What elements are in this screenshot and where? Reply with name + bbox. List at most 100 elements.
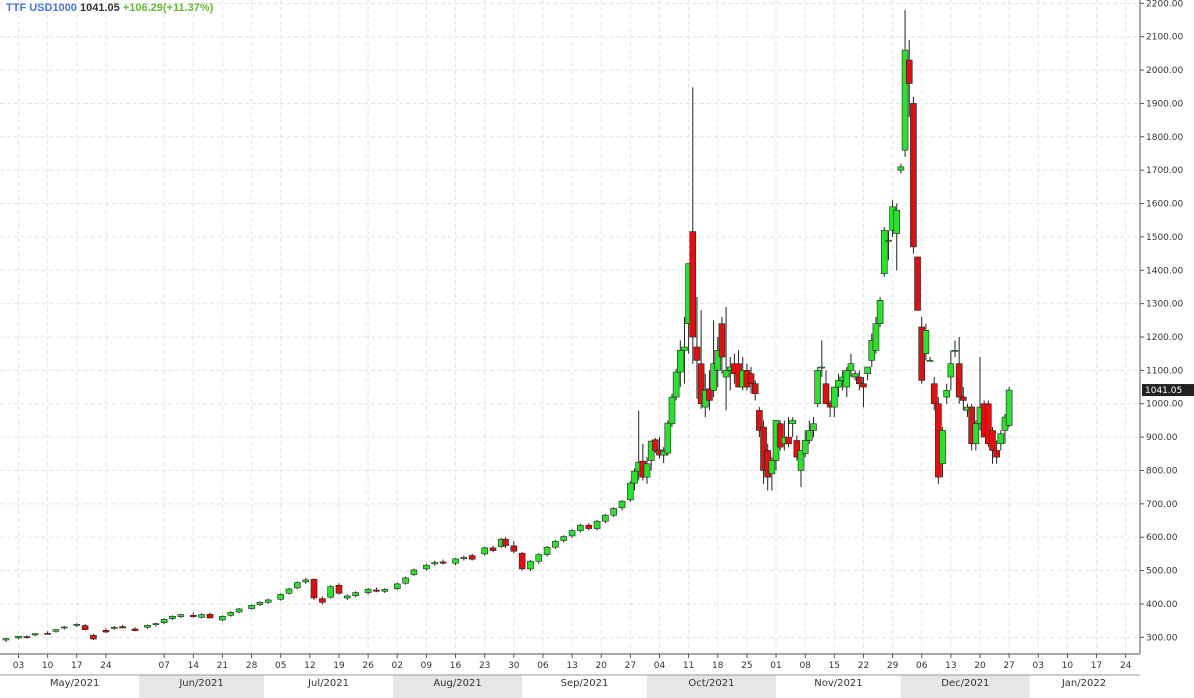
x-tick-label: 30 — [508, 661, 520, 671]
candle-down — [785, 417, 792, 448]
candle-up — [160, 618, 168, 624]
candle-up — [1005, 387, 1013, 428]
price-change: +106.29(+11.37%) — [122, 2, 214, 14]
candle-body — [227, 611, 235, 616]
candle-down — [822, 370, 830, 405]
candle-body — [90, 635, 97, 640]
candle-up — [431, 560, 439, 566]
x-tick-label: 21 — [217, 661, 228, 671]
candle-up — [806, 420, 813, 444]
candle-up — [926, 357, 934, 362]
candle-body — [294, 582, 301, 589]
candle-down — [689, 87, 697, 364]
candle-down — [697, 310, 705, 409]
x-tick-label: 15 — [829, 661, 840, 671]
candle-body — [993, 450, 1000, 458]
candle-body — [677, 350, 684, 373]
candle-body — [602, 514, 609, 522]
candle-body — [510, 545, 518, 552]
candle-body — [190, 614, 197, 617]
candle-down — [860, 377, 867, 408]
candle-body — [756, 410, 763, 431]
candle-up — [577, 523, 584, 533]
x-tick-label: 24 — [1120, 661, 1132, 671]
candle-body — [880, 229, 888, 274]
candle-body — [423, 564, 430, 570]
candle-body — [352, 592, 359, 596]
candle-up — [410, 568, 418, 576]
y-tick-label: 600.00 — [1146, 533, 1178, 543]
candle-down — [960, 387, 967, 411]
x-tick-label: 25 — [741, 661, 752, 671]
candle-up — [352, 591, 359, 598]
candle-body — [502, 538, 509, 546]
x-tick-label: 10 — [42, 661, 54, 671]
candle-up — [943, 383, 950, 404]
candle-up — [248, 604, 255, 610]
candle-down — [993, 440, 1000, 464]
candle-body — [835, 380, 842, 388]
candle-body — [535, 554, 543, 562]
candle-body — [810, 423, 817, 431]
candle-down — [119, 624, 126, 629]
candle-up — [876, 296, 884, 327]
candle-body — [256, 601, 264, 605]
candle-up — [152, 622, 160, 627]
x-tick-label: 29 — [887, 661, 899, 671]
candle-body — [897, 166, 905, 171]
candle-up — [618, 499, 626, 511]
y-tick-label: 800.00 — [1146, 466, 1178, 476]
candle-body — [681, 346, 688, 351]
candle-down — [751, 380, 759, 401]
candle-up — [2, 637, 10, 642]
month-bands — [139, 675, 1030, 698]
candle-up — [789, 417, 796, 438]
y-tick-label: 400.00 — [1146, 600, 1178, 610]
candle-body — [15, 636, 22, 639]
candle-up — [602, 513, 609, 524]
candle-up — [344, 594, 351, 600]
candle-up — [897, 163, 905, 174]
candle-body — [885, 239, 892, 242]
candle-body — [930, 383, 938, 405]
x-tick-label: 04 — [654, 661, 666, 671]
x-tick-label: 14 — [188, 661, 200, 671]
candle-up — [568, 529, 576, 538]
candle-body — [552, 540, 559, 548]
candle-up — [677, 340, 684, 388]
x-tick-label: 27 — [1003, 661, 1014, 671]
candle-up — [527, 559, 534, 572]
candle-body — [560, 536, 568, 541]
x-tick-label: 16 — [450, 661, 462, 671]
candle-up — [835, 373, 842, 398]
candle-body — [198, 614, 205, 618]
candle-body — [664, 422, 672, 454]
x-tick-label: 20 — [974, 661, 986, 671]
candle-body — [518, 552, 526, 570]
candle-body — [631, 470, 638, 484]
candle-body — [960, 396, 967, 401]
candle-up — [843, 367, 851, 398]
month-label: Aug/2021 — [433, 678, 481, 689]
candle-body — [593, 520, 601, 529]
candle-body — [468, 555, 476, 560]
symbol-label: TTF USD1000 — [6, 2, 77, 14]
candle-body — [647, 440, 655, 461]
grid-lines — [0, 0, 1140, 654]
candle-body — [618, 500, 626, 509]
candle-down — [756, 407, 763, 438]
candle-down — [914, 256, 921, 311]
candle-down — [468, 553, 476, 561]
candle-up — [31, 632, 39, 637]
month-label: Jan/2022 — [1061, 678, 1106, 689]
candle-body — [1005, 389, 1013, 426]
last-price-badge-label: 1041.05 — [1145, 386, 1182, 396]
candle-up — [610, 507, 618, 518]
candle-body — [81, 625, 89, 630]
chart-header: TTF USD1000 1041.05 +106.29(+11.37%) — [6, 2, 213, 14]
candle-up — [643, 457, 651, 484]
y-tick-label: 1000.00 — [1146, 400, 1183, 410]
